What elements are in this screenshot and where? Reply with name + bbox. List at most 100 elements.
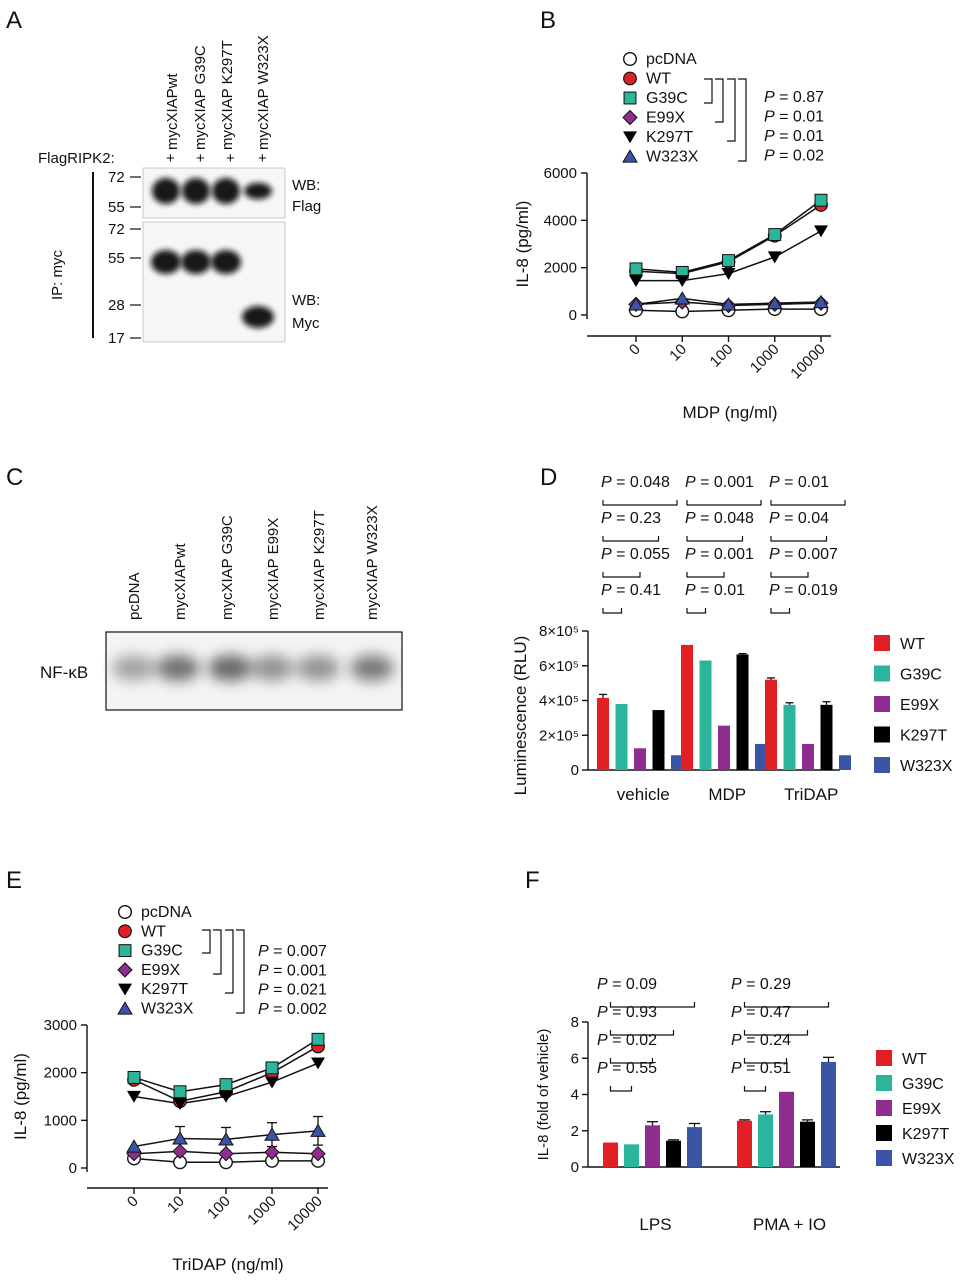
legend-marker-e99x (117, 962, 133, 978)
nfkb-band (208, 655, 252, 681)
p-value: P = 0.24 (731, 1032, 791, 1049)
legend-label: E99X (646, 110, 685, 127)
lane-label: mycXIAP G39C (192, 45, 209, 150)
bar-g39c (758, 1114, 773, 1167)
panel-letter-a: A (6, 7, 22, 34)
legend-swatch-wt (876, 1050, 892, 1066)
legend-label: WT (141, 923, 166, 940)
data-point-w323x (766, 295, 783, 310)
nfkb-band (156, 655, 200, 681)
p-value: P = 0.23 (601, 510, 661, 527)
legend-label: W323X (646, 149, 699, 166)
data-point-g39c (127, 1070, 141, 1084)
legend-swatch-g39c (876, 1075, 892, 1091)
data-point-k297t (814, 225, 828, 238)
bar-g39c (783, 704, 796, 770)
legend-swatch-w323x (876, 1150, 892, 1166)
bar-e99x (634, 748, 646, 770)
category-label: MDP (708, 785, 746, 804)
data-point-k297t (675, 275, 690, 287)
plus-sign: + (166, 150, 175, 167)
significance-bracket (602, 572, 641, 578)
lane-label: mycXIAP W323X (364, 505, 381, 620)
legend-marker-e99x (622, 109, 638, 126)
wb-myc-label-1: WB: (292, 292, 320, 309)
panel-a: A mycXIAPwt mycXIAP G39C mycXIAP K297T mycX… (6, 7, 321, 347)
significance-bracket (738, 78, 747, 162)
data-point-k297t (265, 1076, 279, 1089)
nfkb-band (350, 655, 394, 681)
legend-label: pcDNA (646, 51, 697, 68)
data-point-e99x (172, 1143, 188, 1160)
data-point-g39c (173, 1085, 187, 1099)
legend-label: G39C (902, 1076, 944, 1093)
x-tick-label: 0 (626, 341, 644, 359)
data-point-k297t (629, 275, 643, 287)
y-axis-title: IL-8 (fold of vehicle) (535, 1029, 552, 1161)
panel-letter-c: C (6, 464, 23, 491)
panel-d: D 0 2×10⁵ 4×10⁵ 6×10⁵ 8×10⁵ Luminescence (RLU… (511, 464, 953, 804)
y-tick-label: 4000 (544, 212, 577, 229)
category-label: LPS (639, 1215, 671, 1234)
data-point-g39c (768, 228, 782, 241)
x-tick-label: 10 (666, 341, 690, 365)
lane-label: mycXIAPwt (164, 72, 181, 150)
legend-label: WT (902, 1051, 927, 1068)
significance-bracket (686, 608, 707, 614)
significance-bracket (686, 500, 762, 506)
y-tick-label: 2×10⁵ (539, 727, 579, 744)
y-axis-title: IL-8 (pg/ml) (11, 1053, 30, 1140)
legend-label: K297T (900, 728, 947, 745)
data-point-w323x (218, 1132, 234, 1146)
legend-marker-pcdna (623, 52, 638, 67)
mw-marker-label: 55 (108, 250, 125, 267)
panel-e-pvalues: P = 0.007 P = 0.001 P = 0.021 P = 0.002 (202, 929, 327, 1018)
legend-label: WT (646, 71, 671, 88)
legend-swatch-e99x (874, 696, 890, 712)
p-value: P = 0.001 (685, 546, 754, 563)
panel-letter-f: F (525, 867, 540, 894)
data-point-k297t (311, 1057, 325, 1070)
significance-bracket (609, 1002, 696, 1008)
p-value: P = 0.93 (597, 1004, 657, 1021)
bar-e99x (645, 1125, 660, 1167)
y-tick-label: 8×10⁵ (539, 623, 579, 640)
data-point-w323x (674, 291, 691, 305)
legend-label: W323X (900, 758, 953, 775)
data-point-k297t (219, 1090, 233, 1103)
flag-band (244, 182, 272, 200)
y-tick-label: 1000 (44, 1112, 77, 1129)
data-point-k297t (767, 251, 782, 264)
p-value: P = 0.29 (731, 976, 791, 993)
x-tick-label: 10000 (787, 341, 829, 383)
bar-wt (603, 1142, 618, 1167)
legend-label: G39C (900, 667, 942, 684)
legend-label: E99X (141, 962, 180, 979)
data-point-k297t (127, 1090, 141, 1103)
data-point-w323x (126, 1139, 142, 1153)
data-point-g39c (814, 193, 828, 207)
legend-swatch-k297t (874, 726, 890, 743)
panel-f-legend: WT G39C E99X K297T W323X (876, 1050, 955, 1168)
bar-w323x (821, 1061, 836, 1167)
y-axis-title: IL-8 (pg/ml) (513, 201, 532, 288)
plus-sign: + (196, 150, 205, 167)
y-tick-label: 6×10⁵ (539, 658, 579, 675)
panel-d-legend: WT G39C E99X K297T W323X (874, 635, 953, 775)
significance-bracket (213, 929, 222, 975)
y-tick-label: 3000 (44, 1017, 77, 1034)
y-tick-label: 2000 (44, 1065, 77, 1082)
legend-marker-k297t (623, 131, 637, 144)
significance-bracket (727, 78, 736, 142)
x-tick-label: 100 (204, 1193, 234, 1223)
bar-k297t (652, 710, 665, 770)
p-value: P = 0.47 (731, 1004, 791, 1021)
mw-marker-label: 17 (108, 330, 125, 347)
bar-k297t (800, 1121, 815, 1167)
significance-bracket (225, 929, 234, 994)
p-value: P = 0.02 (764, 148, 824, 165)
myc-band (242, 306, 274, 328)
plus-sign: + (258, 150, 267, 167)
